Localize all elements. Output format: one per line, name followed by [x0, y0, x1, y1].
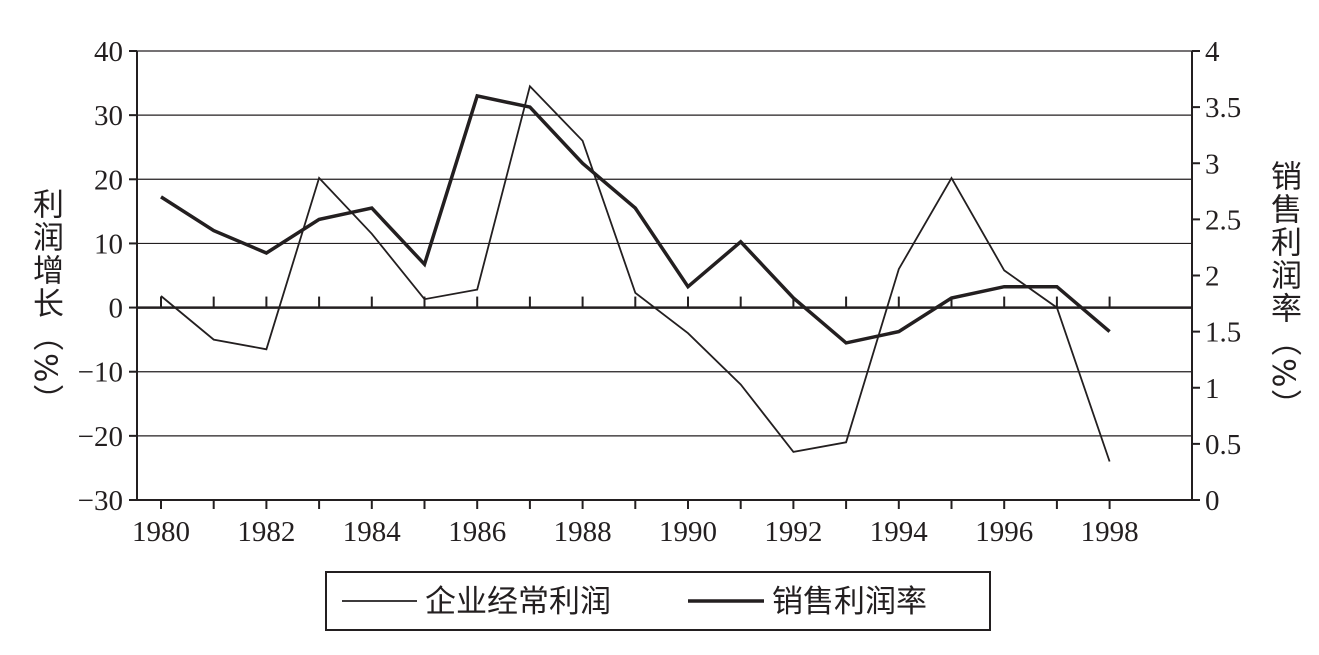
x-tick-label: 1980: [132, 516, 190, 548]
axes: [136, 51, 1193, 501]
y-left-tick-label: 30: [94, 100, 123, 132]
x-axis-ticks: 1980 1982 1984 1986 1988 1990 1992 1994 1996 1998: [132, 296, 1139, 548]
x-tick-label: 1984: [343, 516, 402, 548]
y-left-tick-label: 10: [94, 228, 123, 260]
y-right-tick-label: 0: [1205, 485, 1220, 517]
x-tick-label: 1988: [554, 516, 612, 548]
legend-label-margin: 销售利润率: [772, 584, 927, 620]
series-line-sales-margin: [160, 93, 1111, 345]
series-group: [160, 84, 1111, 462]
y-right-tick-label: 0.5: [1205, 429, 1241, 461]
x-tick-label: 1982: [237, 516, 295, 548]
legend: 企业经常利润 销售利润率: [325, 571, 991, 631]
y-right-tick-label: 4: [1205, 36, 1220, 68]
y-left-tick-label: −30: [78, 485, 123, 517]
x-tick-label: 1990: [659, 516, 717, 548]
y-axis-right-label: 销售利润率（%）: [1265, 160, 1302, 422]
y-right-tick-label: 1: [1205, 373, 1220, 405]
x-tick-label: 1986: [448, 516, 506, 548]
grid: [137, 50, 1192, 501]
y-right-tick-label: 3: [1205, 148, 1220, 180]
x-tick-label: 1992: [764, 516, 822, 548]
y-axis-left-label: 利润增长（%）: [27, 188, 64, 417]
y-right-tick-label: 2.5: [1205, 204, 1241, 236]
x-tick-label: 1996: [975, 516, 1033, 548]
y-right-tick-label: 2: [1205, 261, 1220, 293]
legend-label-profit: 企业经常利润: [425, 584, 611, 620]
x-tick-label: 1998: [1081, 516, 1139, 548]
y-left-tick-label: −20: [78, 421, 123, 453]
series-line-profit-growth: [160, 84, 1111, 462]
legend-box: [325, 571, 991, 631]
y-left-tick-label: −10: [78, 357, 123, 389]
y-right-tick-label: 1.5: [1205, 317, 1241, 349]
y-left-tick-label: 40: [94, 36, 123, 68]
y-axis-right-ticks: 4 3.5 3 2.5 2 1.5 1 0.5 0: [1192, 36, 1241, 517]
y-right-tick-label: 3.5: [1205, 92, 1241, 124]
y-left-tick-label: 0: [109, 293, 124, 325]
y-left-tick-label: 20: [94, 164, 123, 196]
x-tick-label: 1994: [870, 516, 929, 548]
y-axis-left-ticks: 40 30 20 10 0 −10 −20 −30: [78, 36, 137, 517]
